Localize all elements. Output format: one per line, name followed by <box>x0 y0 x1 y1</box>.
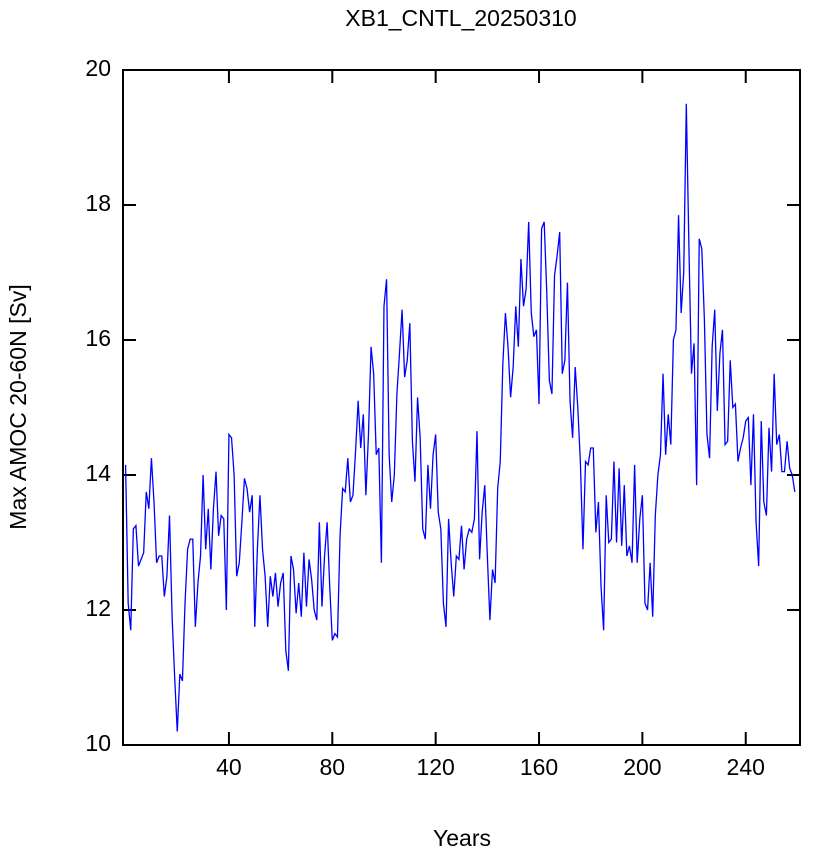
x-tick-label: 120 <box>416 754 454 780</box>
y-tick-label: 20 <box>85 55 111 81</box>
x-tick-label: 40 <box>216 754 242 780</box>
y-tick-label: 10 <box>85 730 111 756</box>
y-tick-label: 12 <box>85 595 111 621</box>
y-tick-label: 14 <box>85 460 111 486</box>
chart-title: XB1_CNTL_20250310 <box>345 5 576 31</box>
y-tick-label: 16 <box>85 325 111 351</box>
x-tick-label: 200 <box>623 754 661 780</box>
y-tick-label: 18 <box>85 190 111 216</box>
x-tick-label: 160 <box>520 754 558 780</box>
y-axis-label: Max AMOC 20-60N [Sv] <box>5 284 31 529</box>
data-line <box>124 103 796 732</box>
x-tick-label: 80 <box>320 754 346 780</box>
x-tick-label: 240 <box>727 754 765 780</box>
plot-frame <box>122 69 801 746</box>
x-axis-label: Years <box>433 825 491 851</box>
